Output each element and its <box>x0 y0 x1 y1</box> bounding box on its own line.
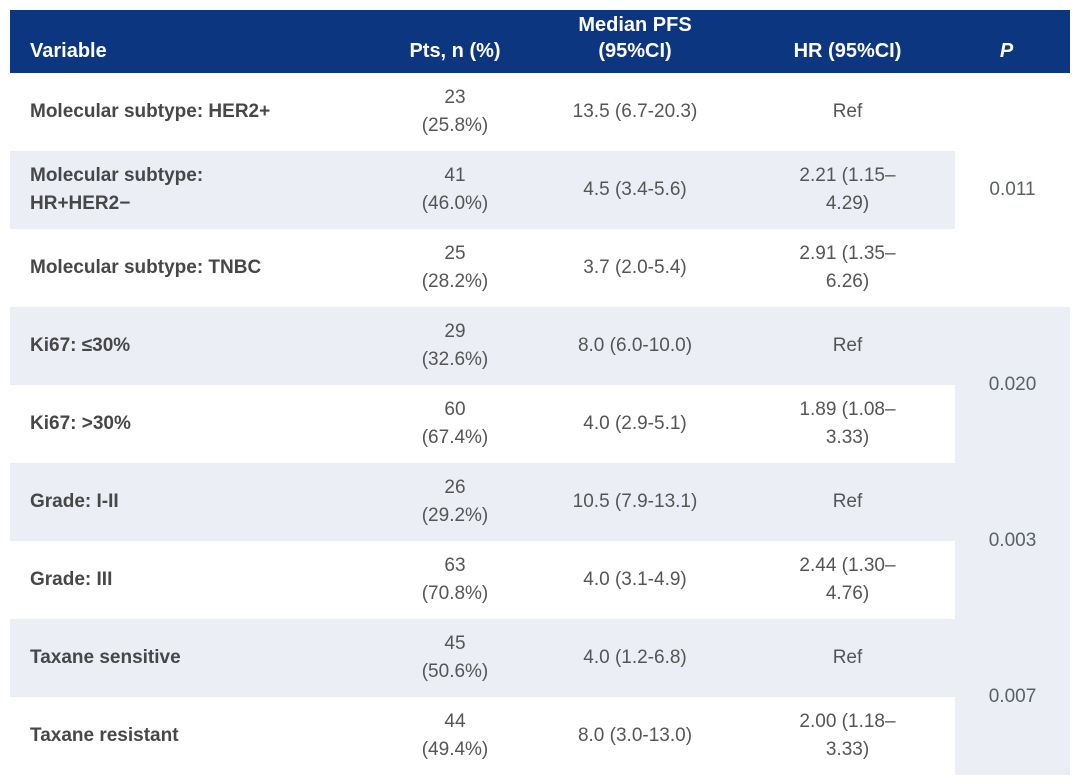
median-pfs-cell: 8.0 (6.0-10.0) <box>530 307 740 385</box>
hr-cell: Ref <box>740 463 955 541</box>
pts-cell: 29 (32.6%) <box>380 307 530 385</box>
pts-cell: 45 (50.6%) <box>380 619 530 697</box>
p-value-cell-taxane: 0.007 <box>955 619 1070 775</box>
pts-cell: 63 (70.8%) <box>380 541 530 619</box>
table-row-taxane-resistant: Taxane resistant 44 (49.4%) 8.0 (3.0-13.… <box>10 697 1070 775</box>
pfs-statistics-table: Variable Pts, n (%) Median PFS (95%CI) H… <box>10 10 1070 775</box>
hr-cell: Ref <box>740 307 955 385</box>
table-header: Variable Pts, n (%) Median PFS (95%CI) H… <box>10 10 1070 73</box>
variable-cell: Taxane resistant <box>10 697 380 775</box>
median-pfs-cell: 4.0 (2.9-5.1) <box>530 385 740 463</box>
pts-cell: 25 (28.2%) <box>380 229 530 307</box>
hr-cell: Ref <box>740 619 955 697</box>
hr-cell: Ref <box>740 73 955 151</box>
pts-cell: 23 (25.8%) <box>380 73 530 151</box>
p-value-cell-molecular-subtype: 0.011 <box>955 73 1070 307</box>
p-value-cell-grade: 0.003 <box>955 463 1070 619</box>
header-variable: Variable <box>10 10 380 73</box>
hr-cell: 2.44 (1.30– 4.76) <box>740 541 955 619</box>
hr-cell: 1.89 (1.08– 3.33) <box>740 385 955 463</box>
hr-cell: 2.21 (1.15– 4.29) <box>740 151 955 229</box>
table-row-taxane-sensitive: Taxane sensitive 45 (50.6%) 4.0 (1.2-6.8… <box>10 619 1070 775</box>
table-row-hrpos-her2neg: Molecular subtype: HR+HER2− 41 (46.0%) 4… <box>10 151 1070 229</box>
table-row-her2pos: Molecular subtype: HER2+ 23 (25.8%) 13.5… <box>10 73 1070 307</box>
pts-cell: 60 (67.4%) <box>380 385 530 463</box>
median-pfs-cell: 8.0 (3.0-13.0) <box>530 697 740 775</box>
median-pfs-cell: 4.0 (1.2-6.8) <box>530 619 740 697</box>
median-pfs-cell: 4.0 (3.1-4.9) <box>530 541 740 619</box>
pts-cell: 44 (49.4%) <box>380 697 530 775</box>
variable-cell: Taxane sensitive <box>10 619 380 697</box>
table-row-grade-1-2: Grade: I-II 26 (29.2%) 10.5 (7.9-13.1) R… <box>10 463 1070 619</box>
median-pfs-cell: 10.5 (7.9-13.1) <box>530 463 740 541</box>
median-pfs-cell: 4.5 (3.4-5.6) <box>530 151 740 229</box>
variable-cell: Grade: III <box>10 541 380 619</box>
table-row-grade-3: Grade: III 63 (70.8%) 4.0 (3.1-4.9) 2.44… <box>10 541 1070 619</box>
header-median-pfs: Median PFS (95%CI) <box>530 10 740 73</box>
variable-cell: Ki67: ≤30% <box>10 307 380 385</box>
header-hr: HR (95%CI) <box>740 10 955 73</box>
hr-cell: 2.00 (1.18– 3.33) <box>740 697 955 775</box>
variable-cell: Grade: I-II <box>10 463 380 541</box>
variable-cell: Molecular subtype: HR+HER2− <box>10 151 380 229</box>
table-row-ki67-low: Ki67: ≤30% 29 (32.6%) 8.0 (6.0-10.0) Ref… <box>10 307 1070 463</box>
table-row-ki67-high: Ki67: >30% 60 (67.4%) 4.0 (2.9-5.1) 1.89… <box>10 385 1070 463</box>
variable-cell: Molecular subtype: TNBC <box>10 229 380 307</box>
median-pfs-cell: 13.5 (6.7-20.3) <box>530 73 740 151</box>
table-body: Molecular subtype: HER2+ 23 (25.8%) 13.5… <box>10 73 1070 775</box>
variable-cell: Molecular subtype: HER2+ <box>10 73 380 151</box>
pts-cell: 26 (29.2%) <box>380 463 530 541</box>
header-row: Variable Pts, n (%) Median PFS (95%CI) H… <box>10 10 1070 73</box>
variable-cell: Ki67: >30% <box>10 385 380 463</box>
hr-cell: 2.91 (1.35– 6.26) <box>740 229 955 307</box>
header-pts: Pts, n (%) <box>380 10 530 73</box>
table-row-tnbc: Molecular subtype: TNBC 25 (28.2%) 3.7 (… <box>10 229 1070 307</box>
header-p: P <box>955 10 1070 73</box>
p-value-cell-ki67: 0.020 <box>955 307 1070 463</box>
median-pfs-cell: 3.7 (2.0-5.4) <box>530 229 740 307</box>
pts-cell: 41 (46.0%) <box>380 151 530 229</box>
